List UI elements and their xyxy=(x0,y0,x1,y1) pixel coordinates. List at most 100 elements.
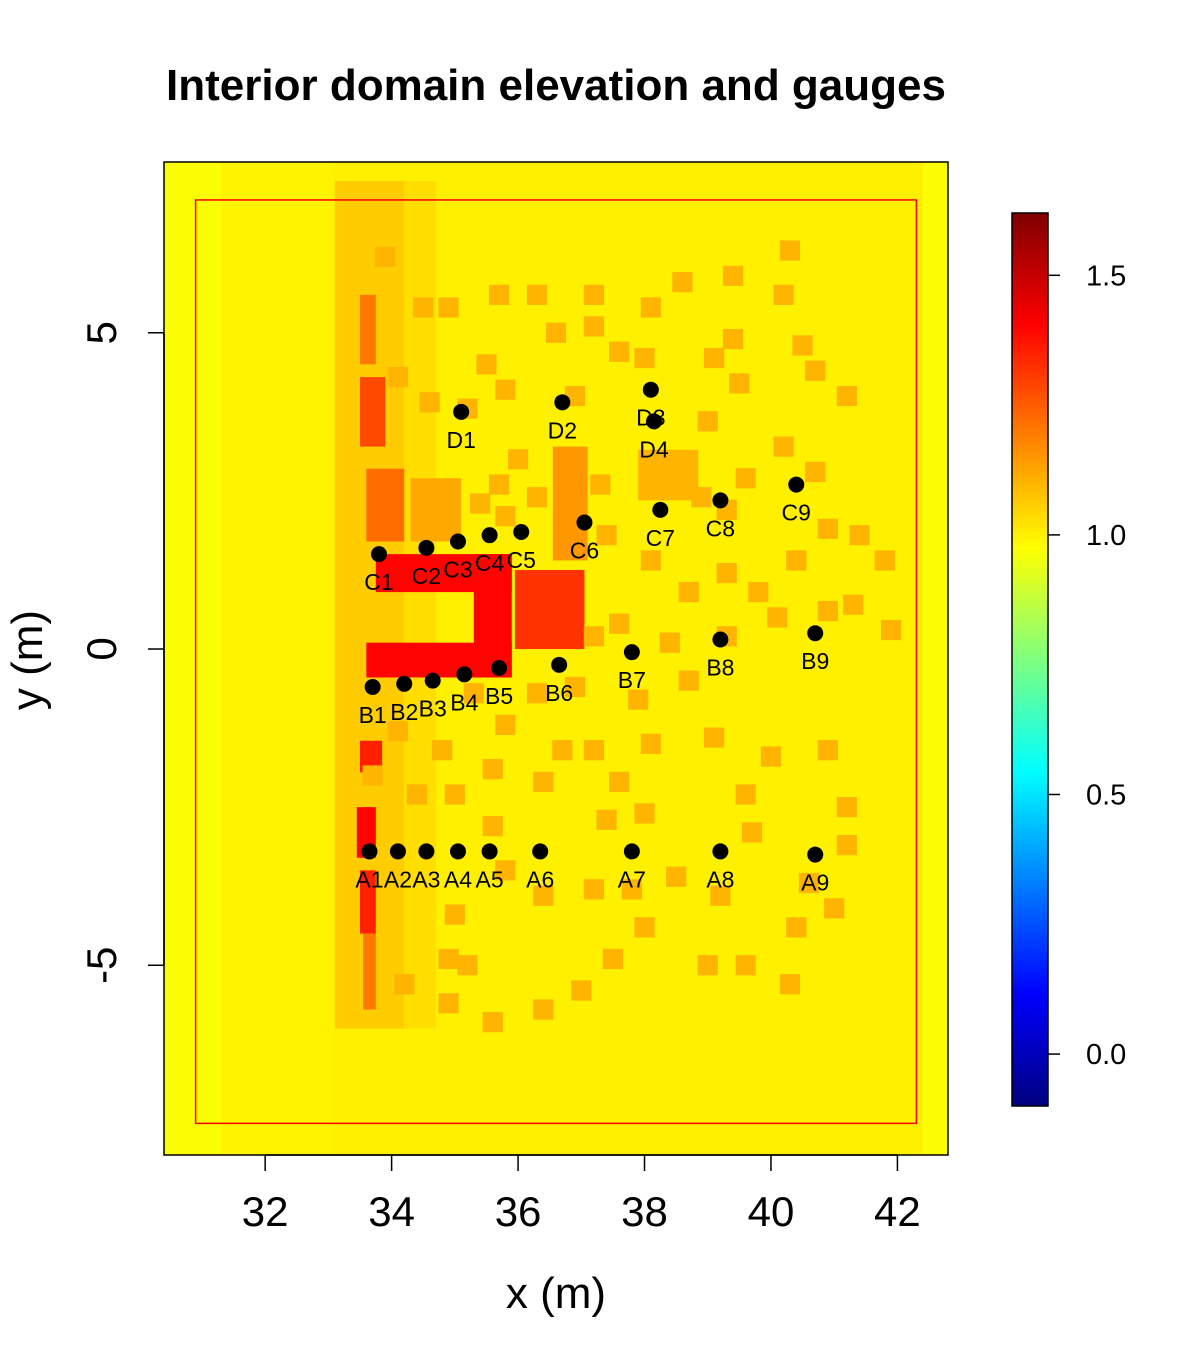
x-tick-label: 36 xyxy=(495,1188,542,1235)
building-tile xyxy=(507,449,529,470)
building-tile xyxy=(482,815,503,837)
colorbar-tick-label: 1.5 xyxy=(1086,260,1126,292)
building-tile xyxy=(678,581,699,603)
elevation-region xyxy=(922,162,948,1155)
gauge-label: B7 xyxy=(618,667,646,693)
building-tile xyxy=(722,265,744,286)
building-tile xyxy=(779,240,801,261)
gauge-point xyxy=(418,539,435,556)
building-tile xyxy=(735,955,756,976)
building-tile xyxy=(571,980,592,1001)
building-tile xyxy=(444,784,465,805)
building-tile xyxy=(583,740,605,761)
elevation-region xyxy=(404,180,436,1029)
x-tick-label: 42 xyxy=(874,1188,921,1235)
gauge-label: D4 xyxy=(639,436,669,462)
gauge-point xyxy=(712,631,729,648)
x-tick-label: 34 xyxy=(368,1188,415,1235)
building-tile xyxy=(666,866,687,887)
building-tile xyxy=(533,771,554,792)
building-tile xyxy=(406,784,428,805)
elevation-region xyxy=(552,446,588,561)
elevation-region xyxy=(410,478,462,542)
gauge-label: A7 xyxy=(618,866,646,892)
gauge-point xyxy=(642,381,659,398)
gauge-point xyxy=(788,476,805,493)
building-tile xyxy=(495,714,516,736)
building-tile xyxy=(703,727,725,748)
elevation-raster xyxy=(164,162,948,1155)
building-tile xyxy=(438,948,459,970)
gauge-point xyxy=(807,846,824,863)
building-tile xyxy=(710,885,731,906)
gauge-label: C2 xyxy=(412,563,441,589)
gauge-point xyxy=(576,514,593,531)
gauge-label: B6 xyxy=(545,680,573,706)
building-tile xyxy=(387,721,409,742)
building-tile xyxy=(476,354,497,375)
building-tile xyxy=(817,740,838,761)
gauge-point xyxy=(652,501,669,518)
chart-title: Interior domain elevation and gauges xyxy=(166,61,946,110)
building-tile xyxy=(836,797,857,818)
building-tile xyxy=(805,461,826,483)
building-tile xyxy=(634,803,655,824)
building-tile xyxy=(843,594,864,615)
elevation-region xyxy=(360,377,386,447)
gauge-label: C9 xyxy=(782,500,811,526)
building-tile xyxy=(786,550,807,571)
building-tile xyxy=(609,613,630,634)
building-tile xyxy=(836,834,857,856)
building-tile xyxy=(533,999,554,1020)
building-tile xyxy=(691,487,712,508)
gauge-label: B2 xyxy=(390,699,418,725)
elevation-region xyxy=(164,162,221,1155)
building-tile xyxy=(874,550,895,571)
gauge-label: C3 xyxy=(443,556,472,582)
building-tile xyxy=(697,955,718,976)
y-tick-label: 0 xyxy=(78,637,125,660)
axes: 32 34 36 38 40 42 -5 0 5 xyxy=(78,321,921,1235)
building-tile xyxy=(583,284,605,305)
interior-boundary xyxy=(194,199,918,1125)
elevation-region xyxy=(473,554,512,678)
gauge-label: D1 xyxy=(446,427,475,453)
building-tile xyxy=(564,676,586,698)
building-tile xyxy=(672,272,693,293)
building-tile xyxy=(495,506,516,527)
building-tile xyxy=(760,746,782,767)
colorbar-tick-label: 0.5 xyxy=(1086,779,1126,811)
gauge-point xyxy=(481,843,498,860)
building-tile xyxy=(880,619,902,641)
gauge-label: C1 xyxy=(364,569,393,595)
building-tile xyxy=(488,474,510,495)
gauge-label: B1 xyxy=(359,702,387,728)
building-tile xyxy=(583,626,605,647)
colorbar: 0.0 0.5 1.0 1.5 xyxy=(1011,212,1126,1107)
building-tile xyxy=(849,525,870,546)
building-tile xyxy=(583,316,605,337)
gauge-point xyxy=(389,843,406,860)
building-tile xyxy=(438,297,459,318)
building-tile xyxy=(432,740,453,761)
gauge-label: C8 xyxy=(706,515,735,541)
building-tile xyxy=(640,297,661,318)
gauge-label: C4 xyxy=(475,550,505,576)
building-tile xyxy=(621,879,642,900)
gauge-point xyxy=(712,492,729,509)
building-tile xyxy=(817,518,838,539)
building-tile xyxy=(798,872,820,894)
building-tile xyxy=(767,607,788,628)
building-tile xyxy=(735,468,756,489)
building-tile xyxy=(596,525,617,546)
elevation-region xyxy=(360,294,376,365)
building-tile xyxy=(792,335,813,356)
building-tile xyxy=(526,683,548,704)
y-tick-label: 5 xyxy=(78,321,125,344)
building-tile xyxy=(817,600,838,622)
gauge-point xyxy=(491,659,508,676)
gauge-point xyxy=(712,843,729,860)
building-tile xyxy=(387,366,409,388)
building-tile xyxy=(602,948,624,970)
gauge-point xyxy=(361,843,378,860)
